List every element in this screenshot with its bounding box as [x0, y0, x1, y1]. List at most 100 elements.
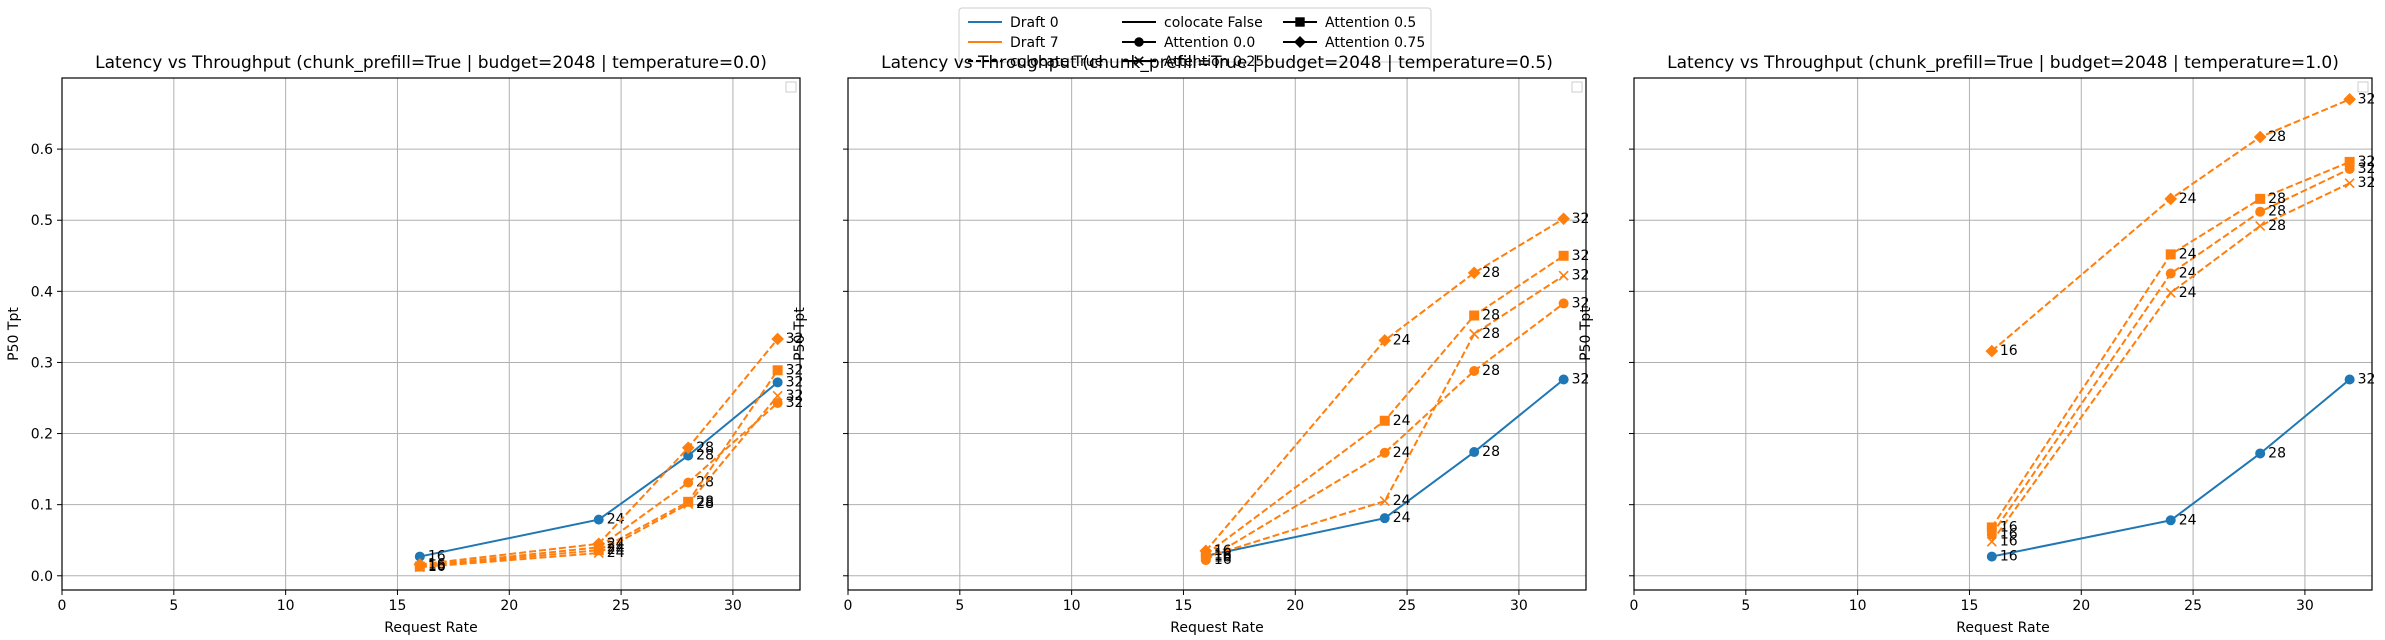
data-point — [1558, 270, 1569, 281]
series-line — [1990, 160, 2351, 528]
point-label: 24 — [1393, 493, 1411, 509]
x-tick-label: 10 — [1849, 598, 1867, 614]
point-label: 16 — [428, 556, 446, 572]
legend-label: Attention 0.25 — [1164, 54, 1264, 70]
data-point — [2253, 130, 2267, 144]
point-label: 32 — [1572, 295, 1590, 311]
legend-entry: Attention 0.75 — [1283, 35, 1425, 51]
series-2: 16 24 28 32 — [1200, 295, 1590, 568]
series-1: 16 24 28 32 — [414, 374, 803, 565]
y-axis-label: P50 Tpt — [792, 307, 808, 361]
point-label: 24 — [2179, 285, 2197, 301]
x-tick-label: 15 — [1961, 598, 1979, 614]
point-label: 32 — [1572, 211, 1590, 227]
x-tick-label: 20 — [500, 598, 518, 614]
point-label: 32 — [2358, 154, 2376, 170]
legend-entry: Attention 0.5 — [1283, 15, 1416, 31]
y-axis-label: P50 Tpt — [1578, 307, 1594, 361]
point-label: 32 — [2358, 175, 2376, 191]
chart-panel-2: 0 5 10 15 20 25 301624283216242832162428321624… — [792, 53, 1589, 636]
data-point — [772, 397, 783, 408]
data-point — [772, 377, 783, 388]
x-tick-label: 0 — [1630, 598, 1639, 614]
x-tick-label: 30 — [1510, 598, 1528, 614]
point-label: 32 — [2358, 372, 2376, 388]
point-label: 28 — [2268, 129, 2286, 145]
data-point — [2165, 249, 2176, 260]
figure-legend: Draft 0 Draft 7 colocate True colocate Fals… — [958, 7, 1432, 70]
x-tick-label: 5 — [1741, 598, 1750, 614]
chart-panel-1: 0 5 10 15 20 25 30 0.0 0.1 0.2 0.3 0.4 0.5 0.6 16 24 28 3… — [6, 53, 803, 636]
point-label: 28 — [696, 448, 714, 464]
point-label: 28 — [1482, 363, 1500, 379]
x-tick-label: 10 — [1063, 598, 1081, 614]
data-point — [772, 390, 783, 401]
legend-label: Attention 0.75 — [1325, 35, 1425, 51]
point-label: 16 — [428, 549, 446, 565]
chart-title: Latency vs Throughput (chunk_prefill=Tru… — [881, 53, 1553, 73]
x-tick-label: 0 — [844, 598, 853, 614]
series-3: 16 24 28 32 — [1986, 175, 2376, 550]
series-line — [419, 402, 779, 567]
data-point — [1558, 374, 1569, 385]
legend-marker-diamond — [1294, 36, 1306, 48]
axes-legend-box — [2357, 81, 2369, 93]
data-point — [2344, 374, 2355, 385]
axes-frame — [847, 77, 1587, 591]
y-tick-label: 0.2 — [31, 427, 53, 443]
series-line — [419, 395, 779, 569]
point-label: 32 — [1572, 248, 1590, 264]
series-5: 16 24 28 32 — [1985, 91, 2375, 359]
data-point — [2255, 206, 2266, 217]
legend-marker-circle — [1134, 37, 1144, 47]
y-tick-label: 0.3 — [31, 355, 53, 371]
x-tick-label: 30 — [2296, 598, 2314, 614]
data-point — [1986, 536, 1997, 547]
data-point — [1986, 522, 1997, 533]
point-label: 28 — [2268, 445, 2286, 461]
point-label: 24 — [607, 512, 625, 528]
legend-entry: Draft 7 — [968, 35, 1059, 51]
point-label: 32 — [786, 395, 804, 411]
series-1: 16 24 28 32 — [1200, 372, 1589, 564]
point-label: 24 — [607, 545, 625, 561]
data-point — [2344, 156, 2355, 167]
x-tick-label: 5 — [955, 598, 964, 614]
data-point — [1199, 544, 1213, 558]
chart-panel-3: 0 5 10 15 20 25 30 16 24 28 32 16 24 28 32 16 24 28 32 16 24… — [1578, 53, 2375, 636]
data-point — [1379, 415, 1390, 426]
point-label: 28 — [1482, 444, 1500, 460]
point-label: 24 — [2179, 266, 2197, 282]
legend-label: Attention 0.0 — [1164, 35, 1255, 51]
series-line — [1991, 378, 2351, 558]
x-tick-label: 25 — [1398, 598, 1416, 614]
point-label: 16 — [1214, 546, 1232, 562]
x-tick-label: 20 — [2072, 598, 2090, 614]
y-tick-label: 0.1 — [31, 498, 53, 514]
x-axis-label: Request Rate — [384, 620, 477, 636]
axes-legend-box — [1571, 81, 1583, 93]
series-line — [419, 338, 779, 566]
legend-entry: Attention 0.0 — [1122, 35, 1255, 51]
legend-label: Draft 7 — [1010, 35, 1059, 51]
y-tick-label: 0.0 — [31, 569, 53, 585]
point-label: 28 — [2268, 218, 2286, 234]
data-point — [683, 496, 694, 507]
point-label: 16 — [1214, 552, 1232, 568]
series-line — [1205, 302, 1565, 561]
data-point — [1469, 447, 1480, 458]
chart-title: Latency vs Throughput (chunk_prefill=Tru… — [95, 53, 767, 73]
series-line — [1991, 98, 2351, 352]
x-tick-label: 30 — [724, 598, 742, 614]
legend-marker-square — [1295, 17, 1305, 27]
data-point — [1985, 344, 1999, 358]
data-point — [413, 558, 427, 571]
plot-area — [62, 78, 800, 590]
point-label: 24 — [1393, 413, 1411, 429]
x-tick-label: 15 — [389, 598, 407, 614]
data-point — [1557, 212, 1570, 226]
data-point — [681, 441, 695, 455]
data-point — [2255, 220, 2266, 231]
data-point — [1558, 250, 1569, 261]
series-line — [419, 381, 779, 558]
